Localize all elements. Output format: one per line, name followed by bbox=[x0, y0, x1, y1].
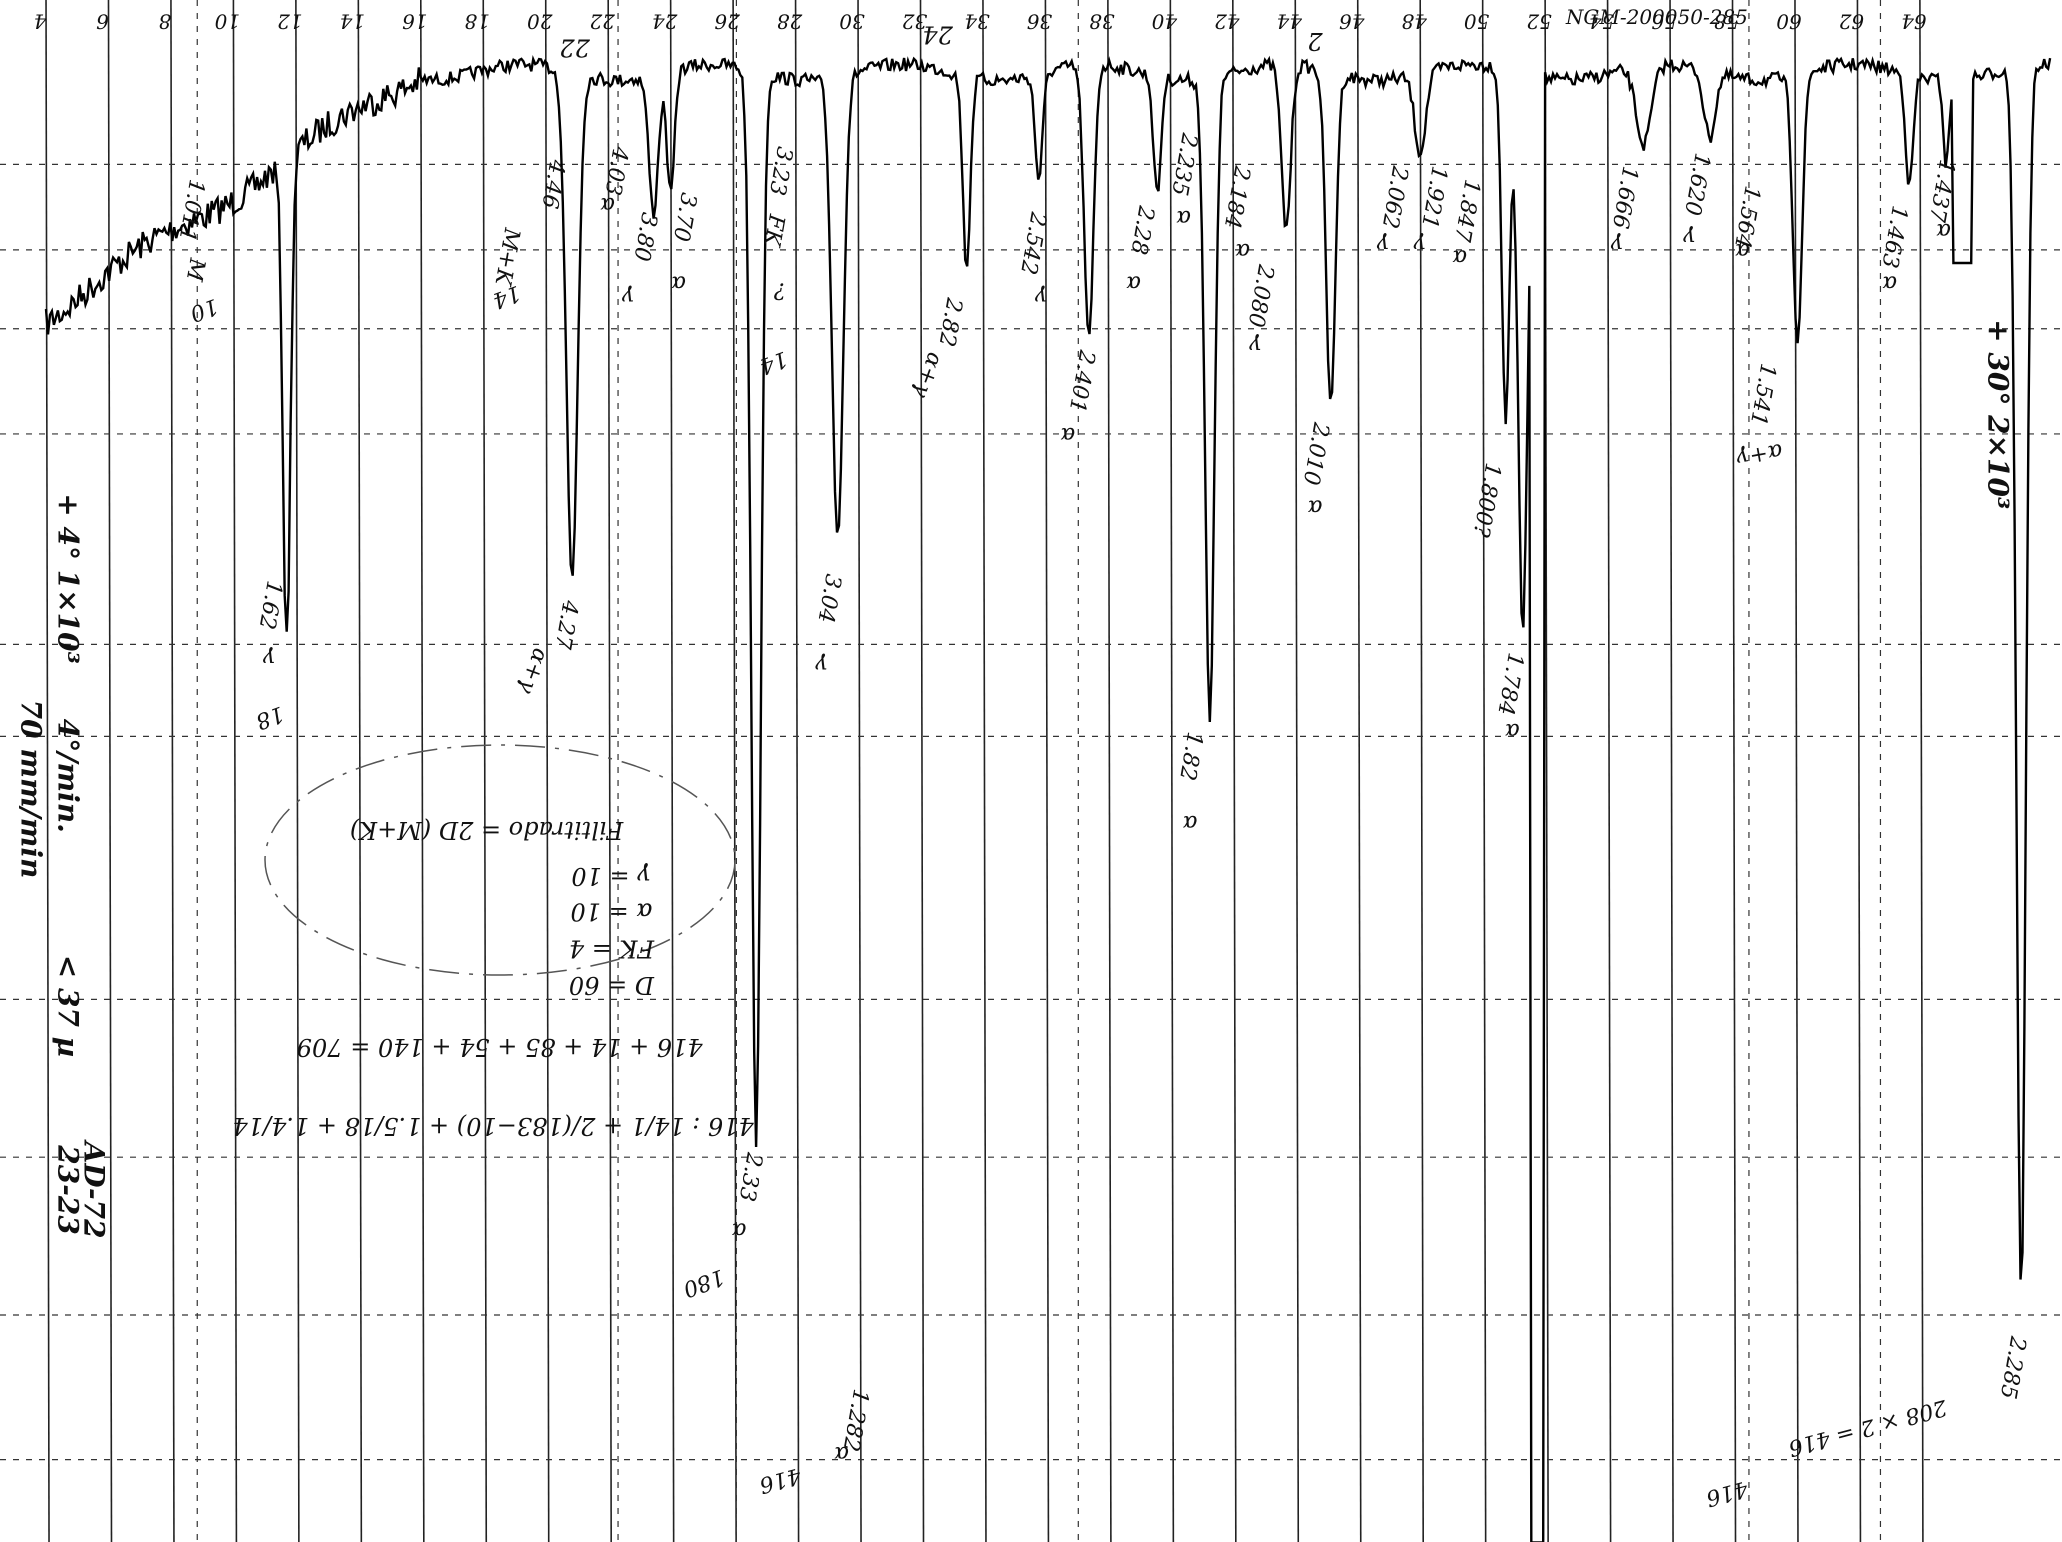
peak-annotation: α bbox=[1176, 205, 1191, 230]
peak-annotation: M bbox=[181, 255, 210, 283]
calc-line: α = 10 bbox=[570, 897, 652, 925]
scale-label: 8 bbox=[159, 10, 172, 34]
peak-annotation: ? bbox=[774, 277, 786, 302]
scale-label: 42 bbox=[1214, 10, 1240, 34]
scale-label: 14 bbox=[340, 10, 365, 34]
peak-annotation: α bbox=[1505, 718, 1520, 743]
scale-label: 16 bbox=[402, 10, 428, 34]
scale-label: 20 bbox=[527, 10, 554, 34]
peak-annotation: α bbox=[834, 1441, 849, 1466]
chart-sheet: 4681012141618202224262830323436384042444… bbox=[0, 0, 2062, 1542]
scale-label: 4 bbox=[34, 10, 48, 34]
peak-annotation: α bbox=[1235, 238, 1250, 263]
scale-label: 6 bbox=[96, 10, 109, 34]
peak-annotation: γ bbox=[1682, 225, 1696, 250]
mark: 22 bbox=[559, 34, 591, 62]
scale-label: 38 bbox=[1089, 10, 1114, 34]
scale-label: 24 bbox=[652, 10, 678, 34]
scale-label: 46 bbox=[1339, 10, 1366, 34]
left-note: + 4° 1×10³ bbox=[51, 493, 84, 664]
left-note: 4°/min. bbox=[51, 719, 84, 833]
scale-label: 40 bbox=[1151, 10, 1178, 34]
sheet-code: NGM-200050-285 bbox=[1565, 5, 1748, 29]
scale-label: 64 bbox=[1901, 10, 1926, 34]
calc-line: 416 + 14 + 85 + 54 + 140 = 709 bbox=[297, 1033, 704, 1061]
scale-label: 12 bbox=[277, 10, 302, 34]
scale-label: 26 bbox=[714, 10, 741, 34]
scale-label: 44 bbox=[1277, 10, 1303, 34]
scale-label: 62 bbox=[1839, 10, 1864, 34]
peak-annotation: γ bbox=[1248, 333, 1262, 358]
peak-annotation: γ bbox=[1413, 231, 1427, 256]
peak-annotation: γ bbox=[1376, 231, 1390, 256]
left-note: < 37 µ bbox=[51, 955, 84, 1057]
calc-line: D = 60 bbox=[569, 971, 655, 999]
peak-annotation: α bbox=[671, 271, 686, 296]
scale-label: 48 bbox=[1401, 10, 1427, 34]
scale-label: 30 bbox=[839, 10, 865, 34]
mark: 2 bbox=[1307, 27, 1323, 55]
calc-line: 416 : 14/1 + 2/(183−10) + 1.5/18 + 1.4/1… bbox=[232, 1112, 754, 1140]
peak-annotation: α bbox=[731, 1218, 746, 1243]
scale-label: 52 bbox=[1526, 10, 1551, 34]
scale-label: 34 bbox=[964, 10, 989, 34]
scale-label: 10 bbox=[214, 10, 240, 34]
peak-annotation: α bbox=[1735, 238, 1750, 263]
peak-annotation: α bbox=[1452, 244, 1467, 269]
peak-annotation: γ bbox=[1034, 284, 1048, 309]
peak-annotation: α bbox=[1060, 422, 1075, 447]
left-note: AD-72 bbox=[78, 1139, 111, 1239]
calc-line: Filtitrado = 2D (M+K) bbox=[350, 816, 624, 844]
peak-annotation: γ bbox=[814, 652, 828, 677]
peak-annotation: γ bbox=[1610, 231, 1624, 256]
peak-annotation: α bbox=[600, 192, 615, 217]
right-note: + 30° 2×10³ bbox=[1982, 319, 2015, 509]
left-note: 70 mm/min bbox=[14, 700, 47, 879]
scale-label: 22 bbox=[589, 10, 615, 34]
scale-label: 50 bbox=[1464, 10, 1490, 34]
mark: 24 bbox=[922, 20, 954, 48]
scale-label: 28 bbox=[777, 10, 803, 34]
calc-line: FK = 4 bbox=[569, 934, 655, 962]
scale-label: 18 bbox=[465, 10, 490, 34]
peak-annotation: α bbox=[1126, 271, 1141, 296]
peak-annotation: α bbox=[1882, 271, 1897, 296]
peak-annotation: γ bbox=[262, 646, 276, 671]
calc-line: γ = 10 bbox=[571, 862, 651, 890]
peak-annotation: α bbox=[1936, 218, 1951, 243]
peak-annotation: γ bbox=[621, 284, 635, 309]
peak-annotation: α bbox=[1183, 810, 1198, 835]
peak-annotation: α bbox=[1307, 494, 1322, 519]
scale-label: 36 bbox=[1026, 10, 1052, 34]
scale-label: 60 bbox=[1776, 10, 1802, 34]
